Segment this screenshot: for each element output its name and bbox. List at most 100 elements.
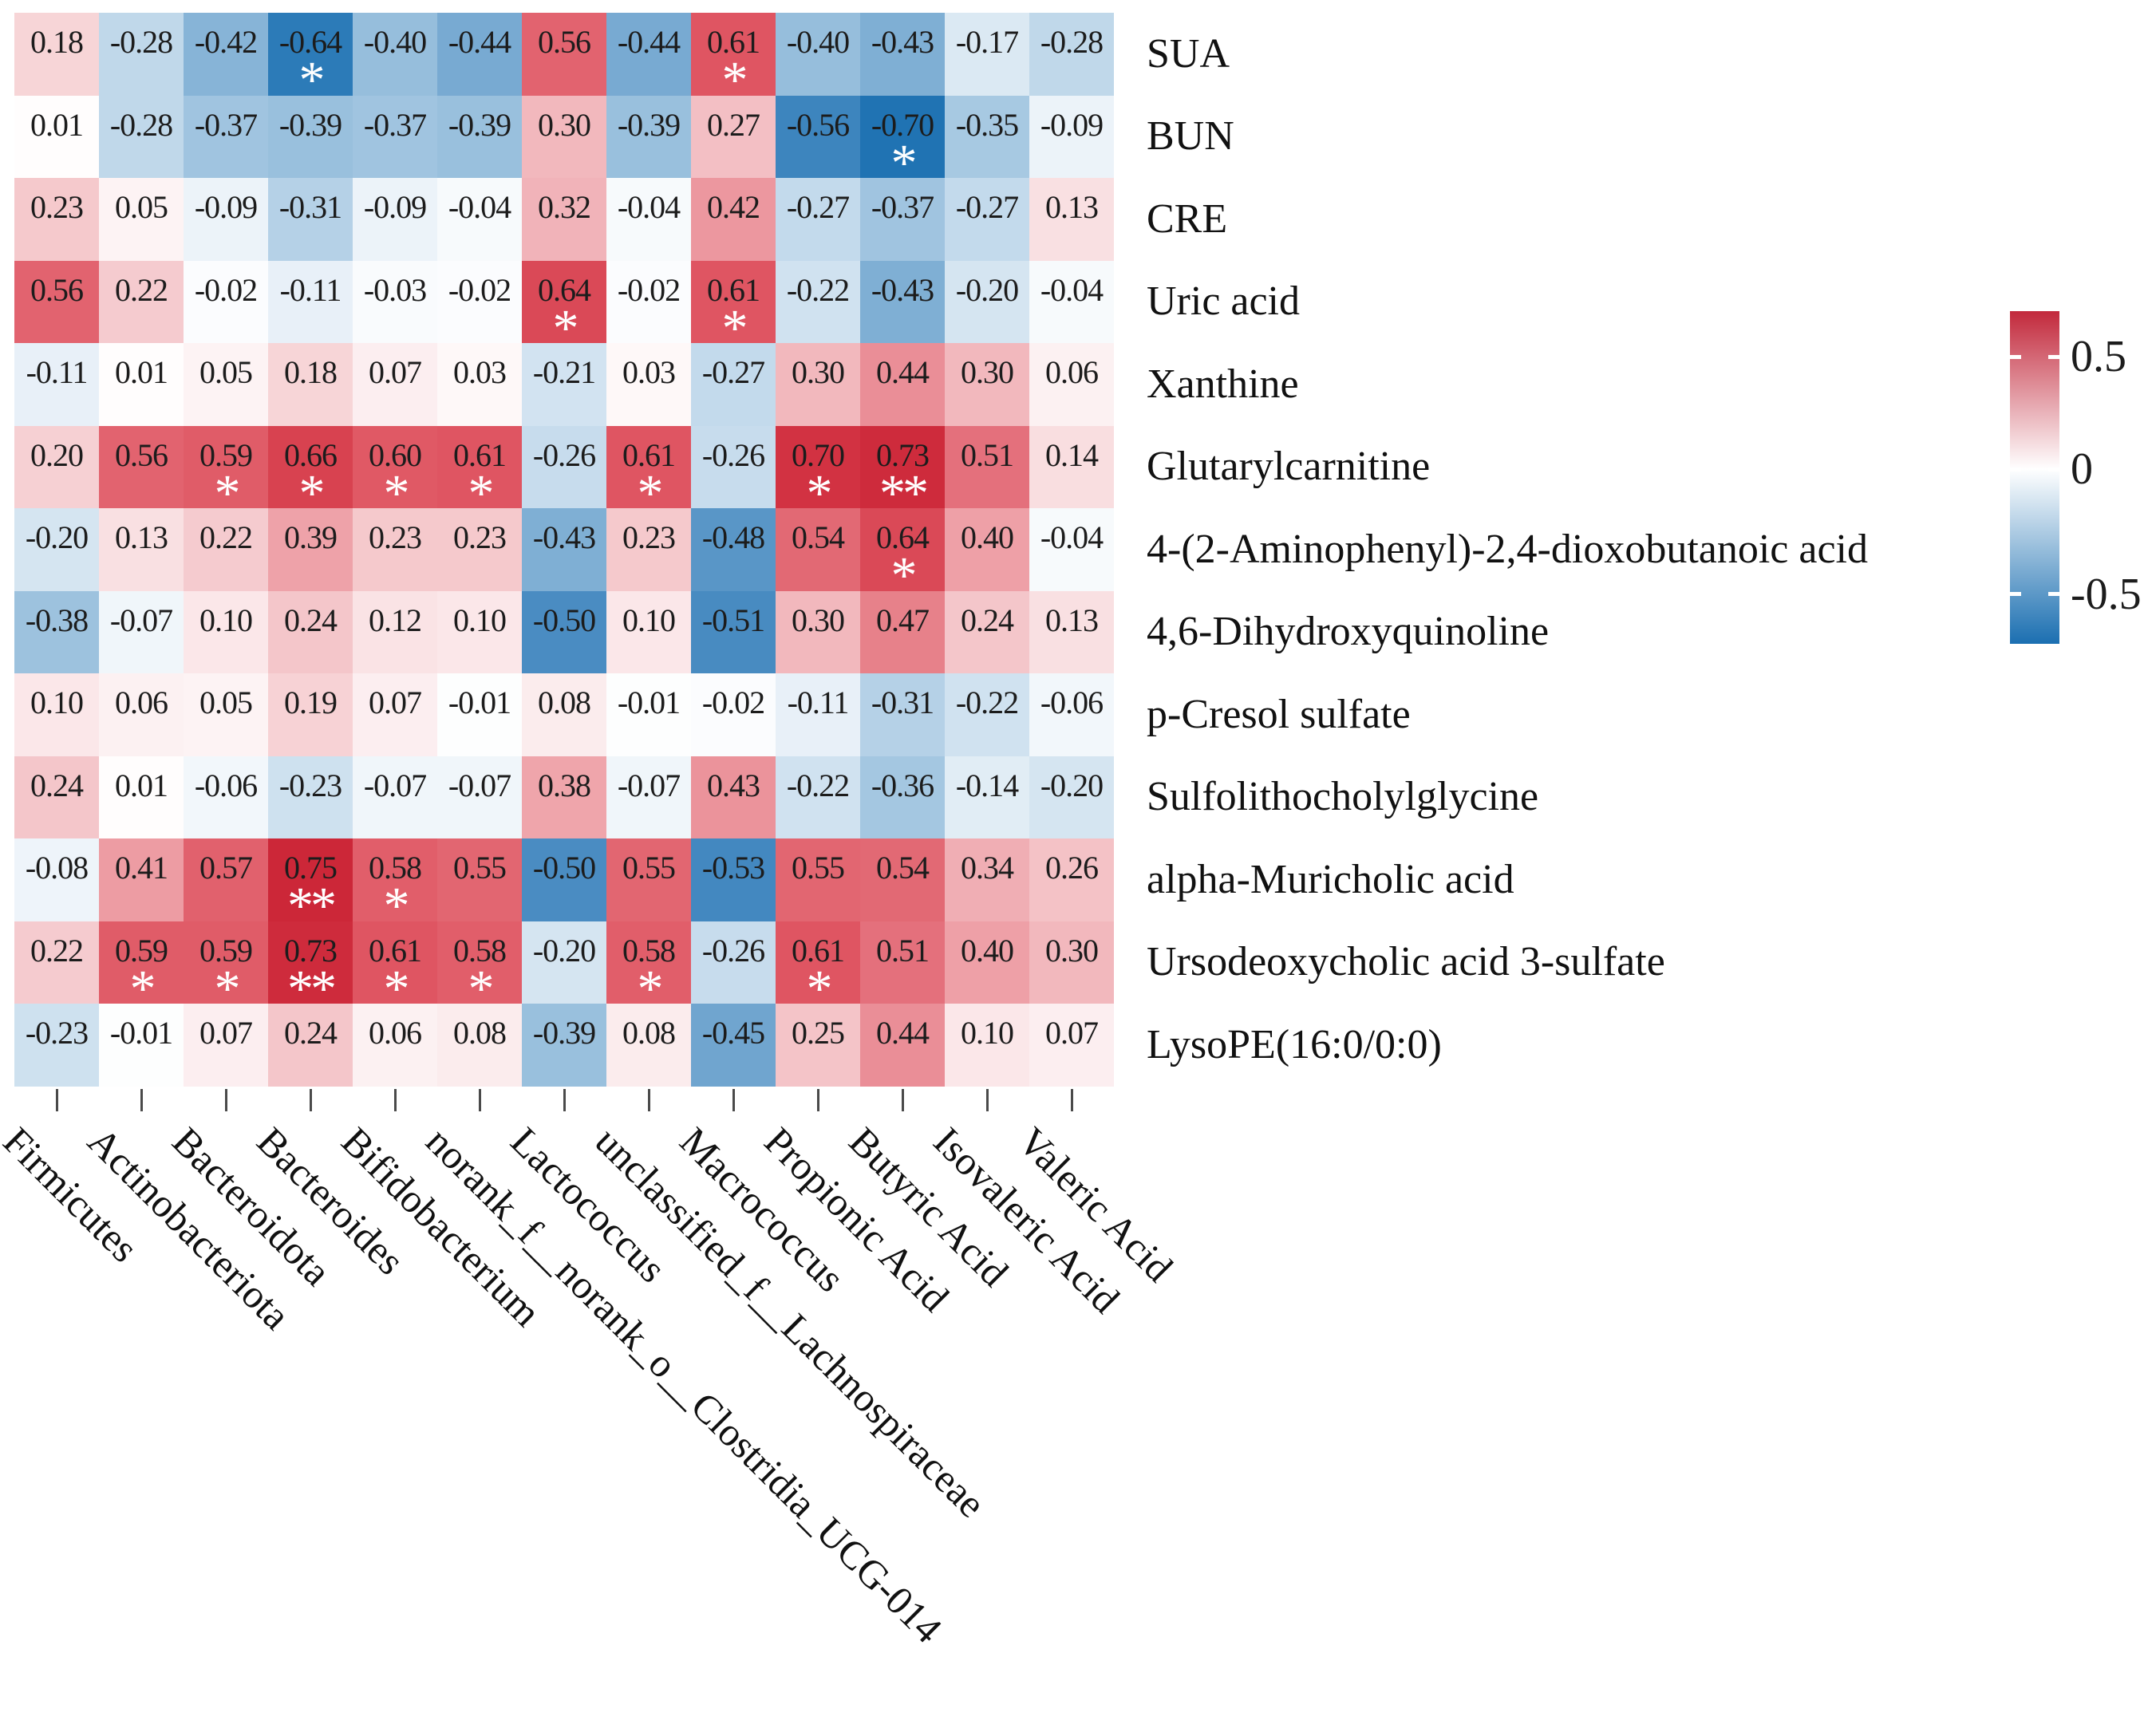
cell-value: -0.39 [278, 106, 342, 143]
x-tick [393, 1088, 397, 1111]
cell-value: -0.48 [701, 519, 765, 555]
cell-value: 0.07 [1045, 1015, 1099, 1051]
heatmap-cell: 0.01 [99, 756, 184, 838]
cell-value: -0.04 [1040, 519, 1104, 555]
heatmap-cell: 0.06 [353, 1004, 437, 1087]
colorbar-tick [2010, 467, 2021, 471]
heatmap-cell: 0.06 [1029, 343, 1114, 426]
cell-value: 0.23 [30, 189, 84, 225]
heatmap-cell: 0.23 [606, 508, 691, 591]
heatmap-cell: 0.66 * [268, 425, 353, 519]
heatmap-cell: 0.18 [14, 13, 99, 96]
cell-value: -0.11 [279, 271, 342, 308]
heatmap-cell: 0.06 [99, 673, 184, 756]
y-axis-label: alpha-Muricholic acid [1147, 856, 1514, 902]
heatmap-cell: -0.07 [606, 756, 691, 838]
heatmap-cell: -0.50 [522, 590, 606, 673]
heatmap-cell: 0.61 * [606, 425, 691, 519]
heatmap-cell: -0.35 [945, 95, 1029, 178]
y-axis-label: Sulfolithocholylglycine [1147, 774, 1539, 820]
heatmap-cell: 0.44 [860, 1004, 945, 1087]
heatmap-cell: 0.73 ** [860, 425, 945, 519]
cell-value: 0.05 [199, 685, 253, 720]
heatmap-cell: -0.50 [522, 838, 606, 921]
heatmap-cell: -0.14 [945, 756, 1029, 838]
heatmap-cell: -0.01 [437, 673, 522, 756]
heatmap-cell: 0.30 [776, 590, 860, 673]
cell-value: 0.47 [876, 602, 930, 638]
heatmap-cell: 0.55 [776, 838, 860, 921]
heatmap-cell: -0.40 [353, 13, 437, 96]
heatmap-cell: -0.28 [99, 95, 184, 178]
cell-value: -0.37 [194, 106, 258, 143]
colorbar-tick [2048, 592, 2059, 597]
heatmap-cell: 0.64 * [860, 508, 945, 602]
heatmap-cell: 0.64 * [522, 260, 606, 354]
heatmap-cell: 0.58 * [437, 921, 522, 1015]
heatmap-cell: 0.38 [522, 756, 606, 838]
cell-value: 0.61 [792, 932, 845, 969]
cell-value: 0.18 [284, 354, 338, 390]
cell-value: -0.04 [448, 189, 511, 225]
heatmap-cell: 0.03 [437, 343, 522, 426]
cell-value: 0.22 [115, 271, 168, 308]
heatmap-cell: 0.26 [1029, 838, 1114, 921]
cell-value: 0.22 [30, 932, 84, 969]
cell-value: 0.10 [961, 1015, 1014, 1051]
cell-value: -0.17 [955, 24, 1019, 60]
heatmap-cell: -0.04 [1029, 508, 1114, 591]
cell-value: 0.20 [30, 436, 84, 473]
heatmap-cell: 0.40 [945, 508, 1029, 591]
heatmap-cell: 0.07 [353, 343, 437, 426]
x-tick [55, 1088, 58, 1111]
heatmap-cell: -0.45 [691, 1004, 776, 1087]
heatmap-cell: -0.43 [860, 13, 945, 96]
y-axis-label: p-Cresol sulfate [1147, 691, 1411, 737]
x-tick [478, 1088, 481, 1111]
heatmap-cell: 0.22 [184, 508, 268, 591]
cell-value: -0.39 [448, 106, 511, 143]
cell-value: -0.04 [617, 189, 681, 225]
heatmap-cell: 0.51 [945, 425, 1029, 508]
cell-value: 0.55 [792, 850, 845, 886]
colorbar-tick-label: 0.5 [2071, 332, 2126, 382]
heatmap-cell: 0.10 [945, 1004, 1029, 1087]
cell-value: 0.01 [115, 767, 168, 803]
cell-value: 0.61 [622, 436, 676, 473]
cell-value: 0.14 [1045, 436, 1099, 473]
cell-value: 0.07 [199, 1015, 253, 1051]
colorbar: 0.5 0 -0.5 [2010, 311, 2142, 644]
y-axis-label: Ursodeoxycholic acid 3-sulfate [1147, 939, 1665, 985]
cell-value: 0.18 [30, 24, 84, 60]
heatmap-cell: -0.36 [860, 756, 945, 838]
cell-value: 0.56 [30, 271, 84, 308]
x-tick [224, 1088, 227, 1111]
cell-value: 0.10 [199, 602, 253, 638]
x-tick [1070, 1088, 1073, 1111]
cell-value: 0.13 [1045, 602, 1099, 638]
heatmap-cell: -0.07 [99, 590, 184, 673]
cell-value: -0.40 [786, 24, 850, 60]
cell-value: -0.02 [617, 271, 681, 308]
cell-value: -0.11 [787, 685, 850, 720]
heatmap-cell: -0.09 [353, 178, 437, 261]
cell-value: 0.61 [453, 436, 507, 473]
cell-value: 0.64 [538, 271, 591, 308]
cell-value: 0.56 [115, 436, 168, 473]
heatmap-cell: -0.08 [14, 838, 99, 921]
heatmap-cell: -0.43 [522, 508, 606, 591]
cell-value: -0.38 [25, 602, 89, 638]
y-axis-label: 4-(2-Aminophenyl)-2,4-dioxobutanoic acid [1147, 526, 1868, 572]
heatmap-cell: -0.01 [99, 1004, 184, 1087]
cell-value: 0.59 [115, 932, 168, 969]
heatmap-cell: -0.22 [776, 260, 860, 343]
heatmap-cell: -0.01 [606, 673, 691, 756]
cell-value: 0.08 [453, 1015, 507, 1051]
cell-value: -0.27 [955, 189, 1019, 225]
cell-value: 0.08 [622, 1015, 676, 1051]
cell-value: 0.58 [369, 850, 422, 886]
colorbar-tick-label: 0 [2071, 444, 2093, 495]
y-axis-label: BUN [1147, 113, 1234, 160]
heatmap-cell: -0.26 [522, 425, 606, 508]
